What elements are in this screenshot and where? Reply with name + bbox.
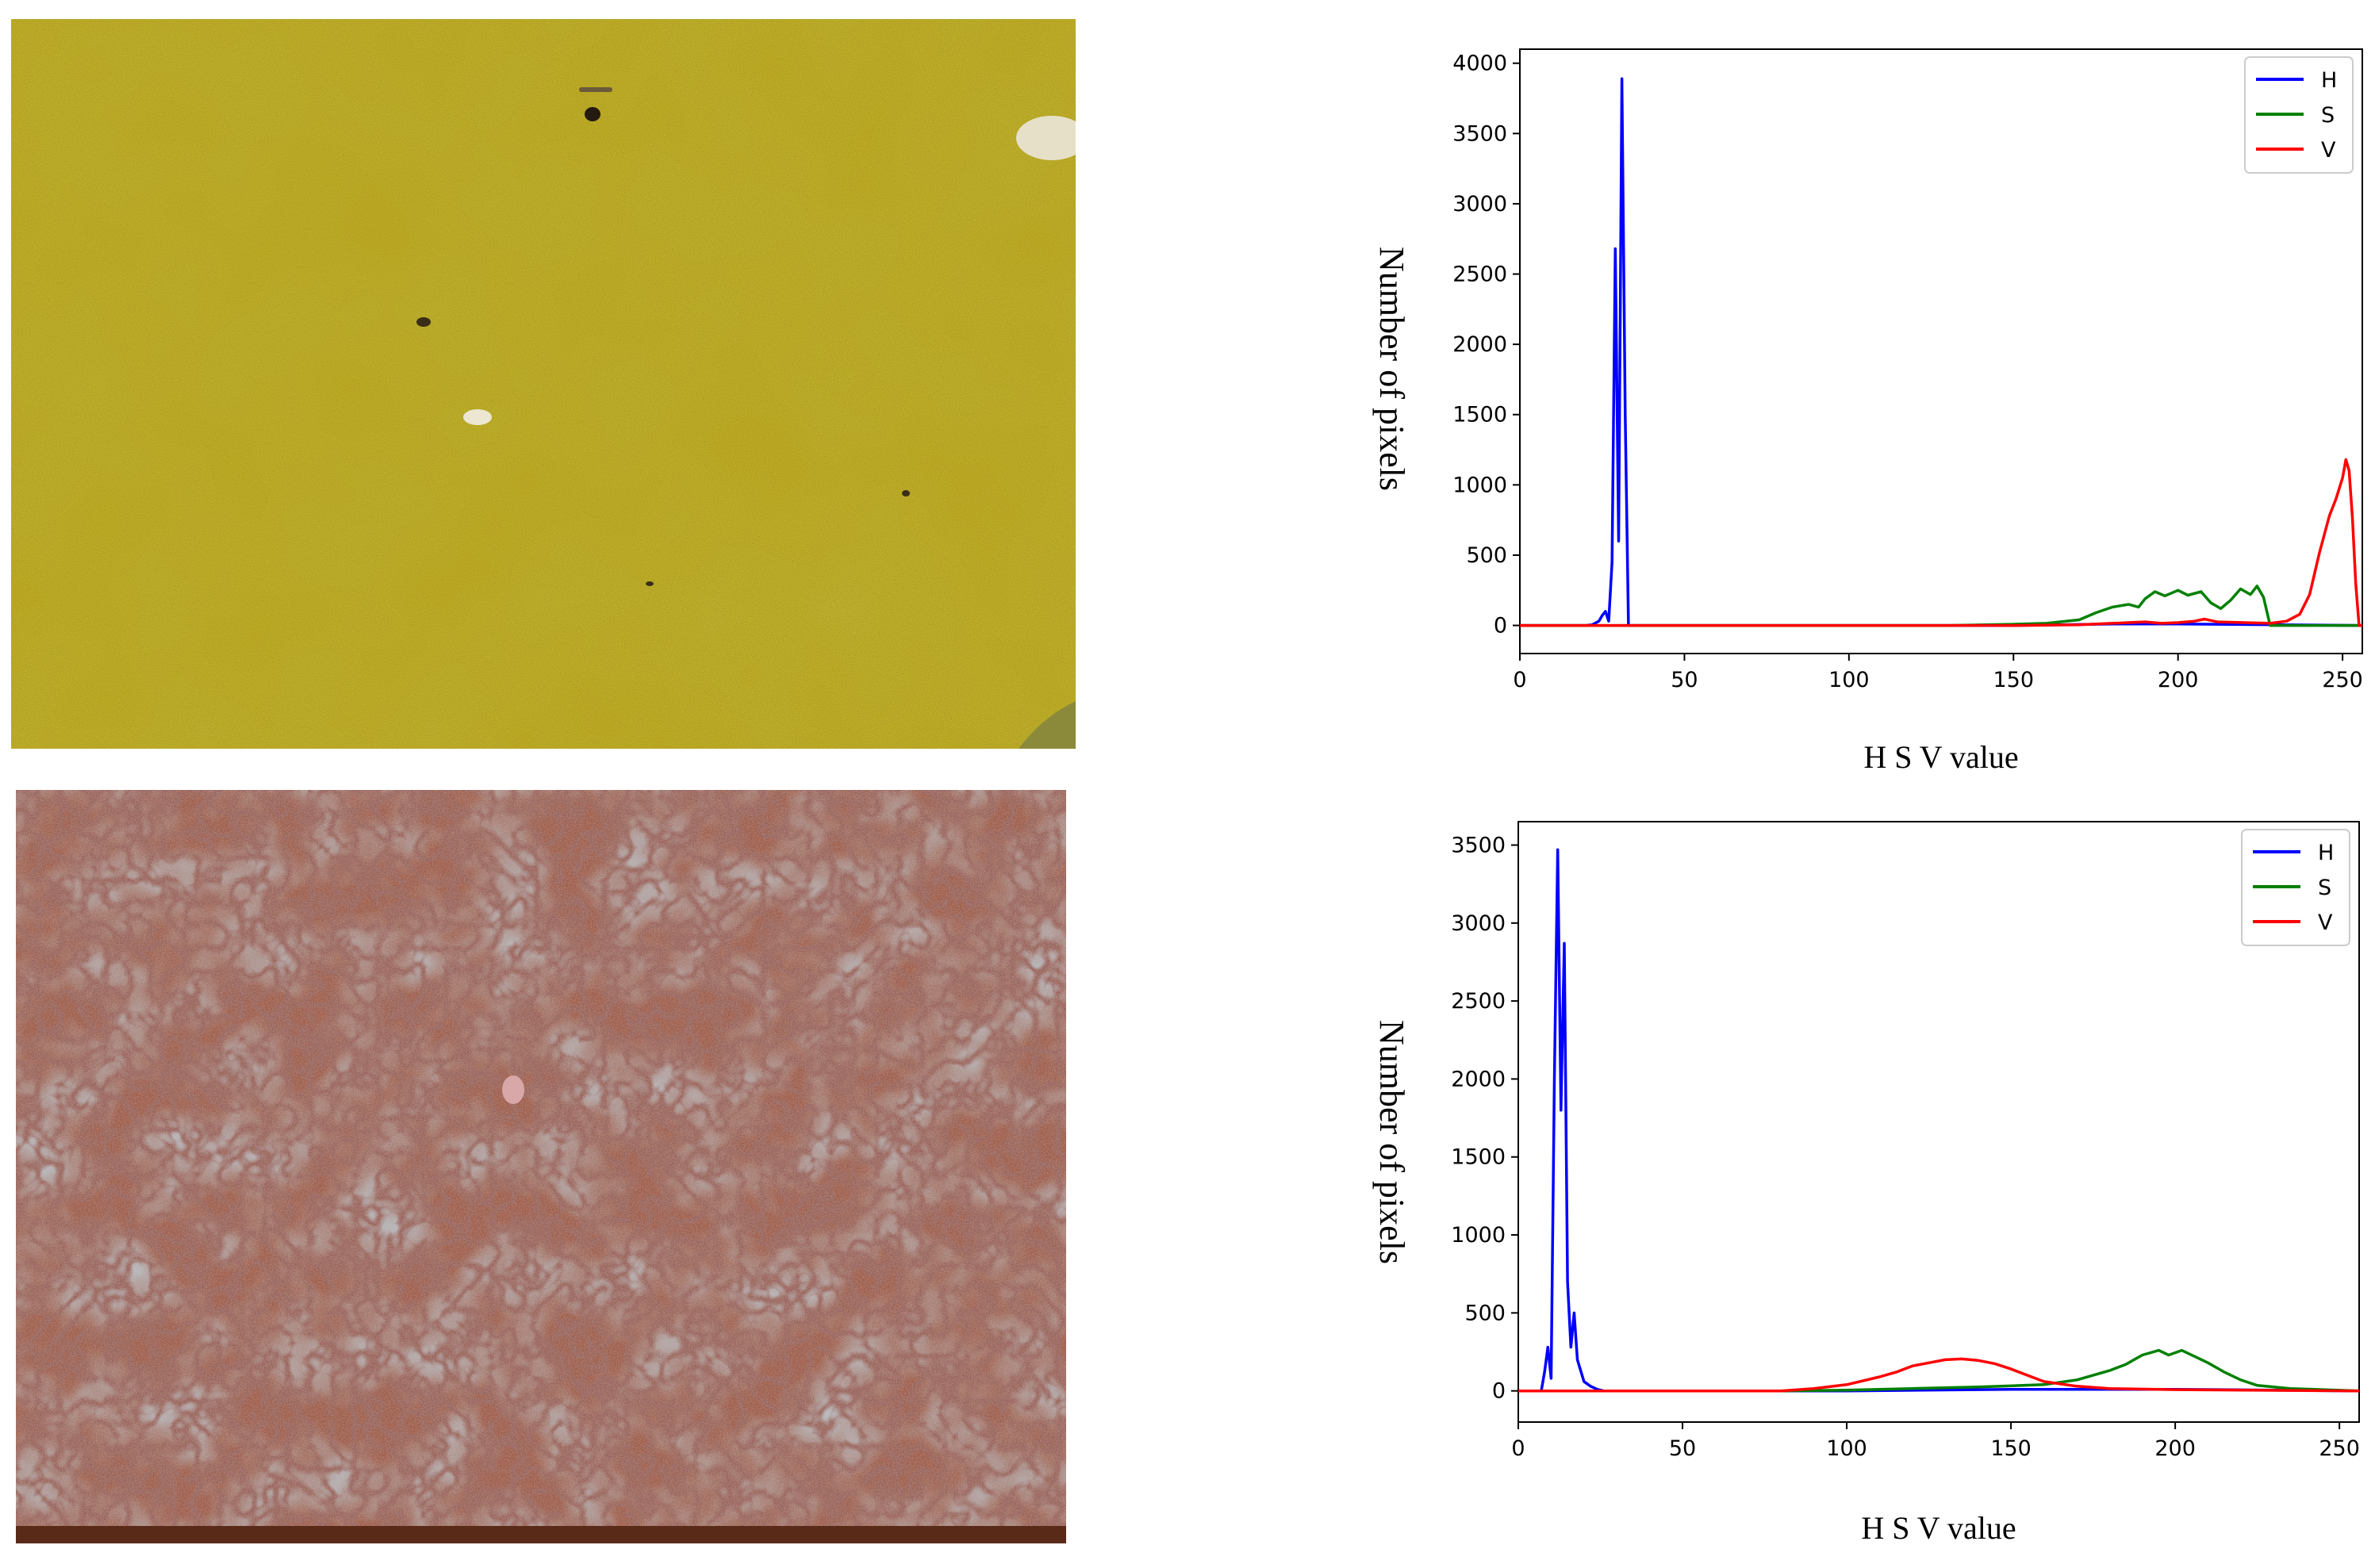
legend-label-s: S [2318, 876, 2331, 900]
plot-area [1519, 48, 2363, 654]
y-tick-label: 4000 [1452, 52, 1507, 76]
x-tick-label: 250 [2322, 668, 2363, 692]
bottom-histogram-svg: 0 50 100 150 200 2500500100015002000250030003… [1372, 821, 2360, 1546]
x-tick-label: 150 [1993, 668, 2034, 692]
x-tick-label: 150 [1990, 1436, 2032, 1461]
series-line-v [1518, 1357, 2360, 1393]
x-tick-label: 0 [1511, 1436, 1525, 1461]
x-tick-label: 0 [1513, 668, 1526, 692]
y-axis-label: Number of pixels [1372, 1020, 1411, 1264]
x-tick-label: 250 [2319, 1436, 2360, 1461]
legend-label-s: S [2321, 103, 2335, 128]
y-axis-label: Number of pixels [1372, 247, 1411, 491]
y-tick-label: 3000 [1452, 192, 1507, 217]
rusted-surface-photo [16, 790, 1066, 1543]
top-hsv-histogram: 0 50 100 150 200 250 0 500 1000 1500 2000 2500 3000 3… [1349, 16, 2375, 793]
legend-label-h: H [2321, 68, 2337, 93]
y-tick-label: 500 [1466, 543, 1507, 568]
y-tick-label: 500 [1464, 1301, 1506, 1325]
legend-label-v: V [2321, 138, 2336, 163]
top-histogram-svg: 0 50 100 150 200 2500500100015002000250030003… [1372, 48, 2363, 775]
y-tick-label: 1000 [1452, 473, 1507, 497]
y-tick-label: 1500 [1451, 1145, 1506, 1170]
legend-label-v: V [2318, 911, 2333, 935]
x-tick-label: 50 [1671, 668, 1698, 692]
y-tick-label: 1000 [1451, 1223, 1506, 1248]
y-tick-label: 3500 [1451, 833, 1506, 857]
x-tick-label: 100 [1826, 1436, 1867, 1461]
x-tick-label: 100 [1828, 668, 1870, 692]
y-tick-label: 3500 [1452, 121, 1507, 146]
y-tick-label: 2500 [1451, 989, 1506, 1014]
plot-area [1517, 821, 2360, 1423]
series-line-s [1518, 1348, 2360, 1393]
bottom-hsv-histogram: 0 50 100 150 200 250 0 500 1000 1500 2000 2500 3000 3… [1349, 785, 2375, 1565]
legend-label-h: H [2318, 841, 2334, 865]
y-tick-label: 3000 [1451, 911, 1506, 936]
x-tick-label: 200 [2154, 1436, 2196, 1461]
y-tick-label: 2500 [1452, 263, 1507, 287]
y-tick-label: 2000 [1452, 332, 1507, 357]
y-tick-label: 0 [1492, 1379, 1506, 1404]
series-line-s [1520, 585, 2362, 627]
y-tick-label: 1500 [1452, 403, 1507, 427]
yellow-surface-photo [11, 19, 1076, 749]
x-axis-label: H S V value [1861, 1510, 2016, 1546]
y-tick-label: 2000 [1451, 1067, 1506, 1091]
x-axis-label: H S V value [1863, 739, 2018, 775]
series-line-v [1520, 458, 2362, 627]
y-tick-label: 0 [1494, 614, 1507, 638]
x-tick-label: 200 [2158, 668, 2199, 692]
x-tick-label: 50 [1669, 1436, 1696, 1461]
